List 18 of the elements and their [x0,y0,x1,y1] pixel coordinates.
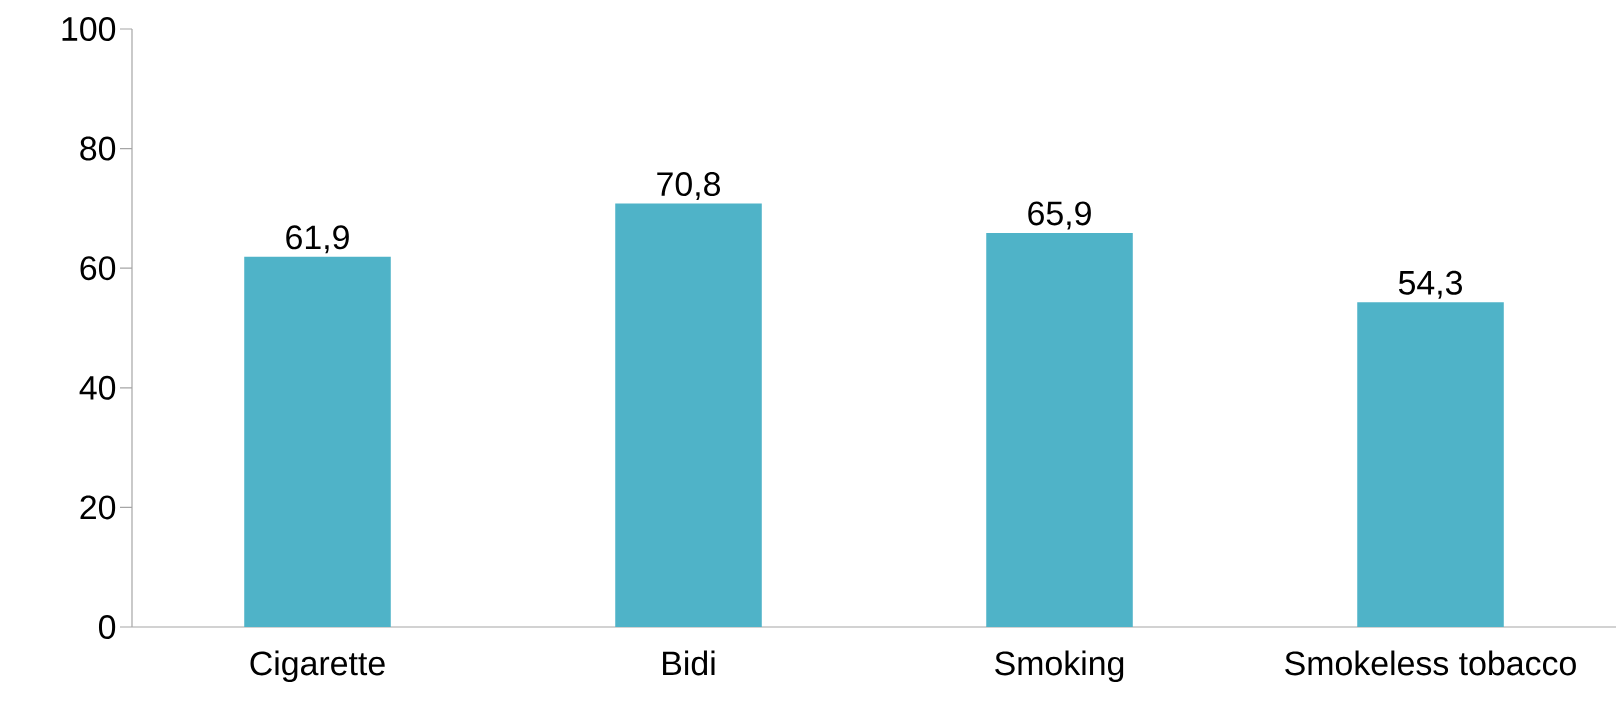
bar [986,232,1133,627]
x-tick-label: Cigarette [250,650,385,683]
y-tick-label: 60 [80,256,116,281]
bar [615,203,762,627]
x-tick-label: Smokeless tobacco [1285,650,1576,676]
y-tick-label: 20 [80,495,116,520]
x-tick-label: Bidi [663,650,715,676]
x-tick-label: Smoking [995,650,1124,683]
data-label: 65,9 [1028,201,1091,230]
y-tick-label: 40 [79,375,116,400]
bar [244,256,391,627]
y-tick-label: 100 [62,17,116,41]
data-label: 54,3 [1398,270,1462,299]
data-label: 61,9 [286,225,349,254]
y-tick-label: 80 [80,136,116,161]
bar [1357,302,1504,627]
data-label: 70,8 [657,172,720,201]
y-tick-label: 0 [98,615,116,639]
